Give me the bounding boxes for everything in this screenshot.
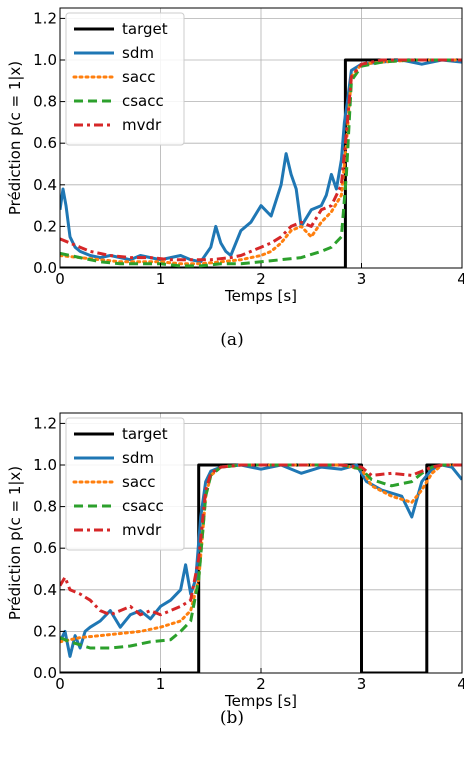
y-tick-label-5: 1.0 bbox=[33, 51, 57, 69]
y-tick-label-6: 1.2 bbox=[33, 9, 57, 27]
y-tick-label-1: 0.2 bbox=[33, 217, 57, 235]
y-tick-label-0: 0.0 bbox=[33, 664, 57, 682]
y-tick-label-2: 0.4 bbox=[33, 581, 57, 599]
legend-label-sacc: sacc bbox=[122, 473, 156, 491]
legend-label-sacc: sacc bbox=[122, 68, 156, 86]
series-line-sdm bbox=[60, 58, 462, 264]
y-tick-label-1: 0.2 bbox=[33, 622, 57, 640]
x-tick-label-1: 1 bbox=[156, 270, 166, 288]
series-line-csacc bbox=[60, 58, 462, 268]
y-tick-label-2: 0.4 bbox=[33, 176, 57, 194]
chart-1: 0 1 2 3 4 0.0 0.2 0.4 0.6 0.8 1.0 1.2 Temps [s] Prédi… bbox=[6, 412, 464, 710]
legend-label-target: target bbox=[122, 20, 168, 38]
x-tick-label-2: 2 bbox=[256, 675, 266, 693]
x-tick-label-0: 0 bbox=[55, 675, 65, 693]
legend-label-mvdr: mvdr bbox=[122, 116, 162, 134]
series-line-sdm bbox=[60, 463, 462, 658]
legend: target sdm sacc csacc mvdr bbox=[65, 417, 185, 551]
y-axis-label: Prédiction p(c = 1|x) bbox=[6, 466, 24, 620]
caption-a: (a) bbox=[220, 330, 244, 350]
legend: target sdm sacc csacc mvdr bbox=[65, 12, 185, 146]
caption-b: (b) bbox=[219, 708, 245, 728]
x-tick-label-3: 3 bbox=[357, 675, 367, 693]
x-tick-label-2: 2 bbox=[256, 270, 266, 288]
legend-label-csacc: csacc bbox=[122, 92, 164, 110]
y-tick-label-3: 0.6 bbox=[33, 539, 57, 557]
y-tick-label-0: 0.0 bbox=[33, 259, 57, 277]
x-tick-label-1: 1 bbox=[156, 675, 166, 693]
legend-box bbox=[65, 417, 185, 551]
y-tick-label-6: 1.2 bbox=[33, 414, 57, 432]
x-axis-label: Temps [s] bbox=[224, 287, 297, 305]
legend-label-csacc: csacc bbox=[122, 497, 164, 515]
y-tick-label-4: 0.8 bbox=[33, 498, 57, 516]
y-tick-label-3: 0.6 bbox=[33, 134, 57, 152]
x-axis-label: Temps [s] bbox=[224, 692, 297, 710]
legend-label-sdm: sdm bbox=[122, 44, 154, 62]
x-tick-label-0: 0 bbox=[55, 270, 65, 288]
x-tick-label-3: 3 bbox=[357, 270, 367, 288]
series-line-mvdr bbox=[60, 463, 462, 617]
x-tick-label-4: 4 bbox=[457, 270, 464, 288]
legend-label-mvdr: mvdr bbox=[122, 521, 162, 539]
series-line-mvdr bbox=[60, 58, 462, 262]
chart-0: 0 1 2 3 4 0.0 0.2 0.4 0.6 0.8 1.0 1.2 Temps [s] Prédi… bbox=[6, 7, 464, 305]
y-tick-label-4: 0.8 bbox=[33, 93, 57, 111]
series-line-target bbox=[60, 463, 462, 673]
legend-box bbox=[65, 12, 185, 146]
y-axis-label: Prédiction p(c = 1|x) bbox=[6, 61, 24, 215]
y-tick-label-5: 1.0 bbox=[33, 456, 57, 474]
x-tick-label-4: 4 bbox=[457, 675, 464, 693]
legend-label-target: target bbox=[122, 425, 168, 443]
legend-label-sdm: sdm bbox=[122, 449, 154, 467]
